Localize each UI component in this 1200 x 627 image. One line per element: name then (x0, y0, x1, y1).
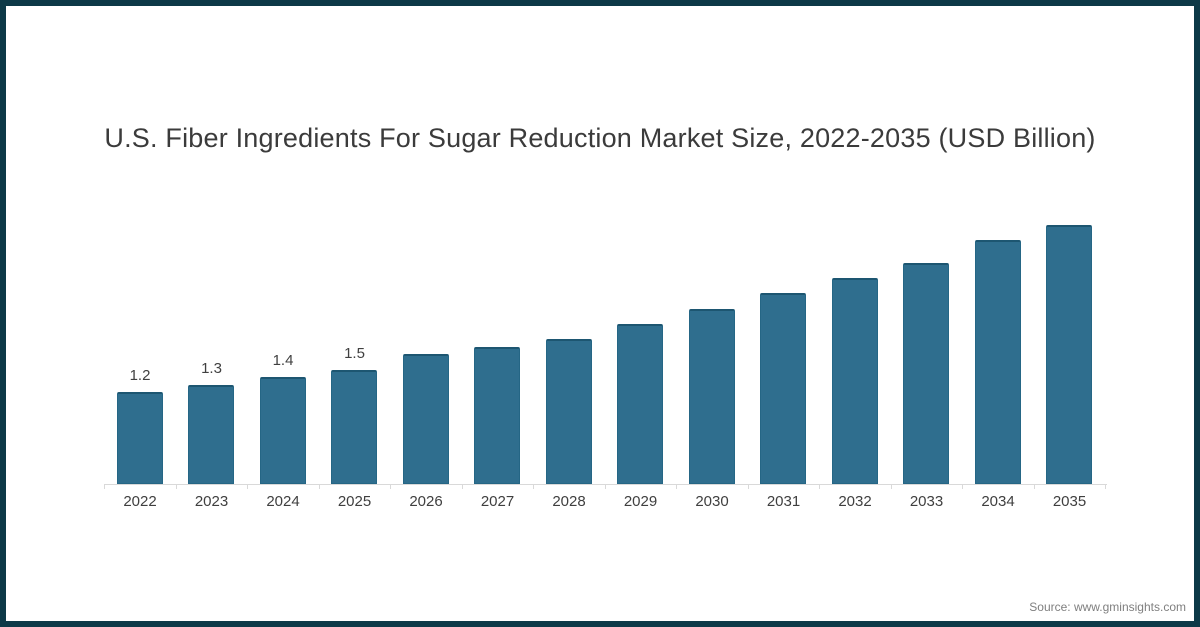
x-axis-tick (104, 484, 105, 489)
x-axis-line (104, 484, 1107, 485)
x-axis-tick (1105, 484, 1106, 489)
x-axis-label-2030: 2030 (695, 493, 729, 510)
value-label-2022: 1.2 (129, 367, 151, 384)
bar-2024[interactable] (259, 377, 306, 484)
bar-2022[interactable] (116, 392, 163, 484)
bar-2030[interactable] (688, 309, 735, 484)
x-axis-label-2026: 2026 (409, 493, 443, 510)
bar-2033[interactable] (903, 263, 950, 484)
bar-2034[interactable] (974, 240, 1021, 484)
x-axis-tick (175, 484, 177, 489)
bar-2031[interactable] (760, 293, 807, 484)
x-axis-label-2027: 2027 (480, 493, 515, 510)
plot-area: 1.2 1.3 1.4 1.5 (104, 156, 1106, 484)
x-axis-label-2028: 2028 (552, 493, 586, 510)
bar-2027[interactable] (474, 347, 521, 484)
x-axis-tick (247, 484, 248, 489)
value-label-2025: 1.5 (344, 345, 365, 362)
x-axis-label-2033: 2033 (909, 493, 944, 510)
bar-2035[interactable] (1046, 225, 1093, 484)
x-axis-label-2031: 2031 (766, 493, 801, 510)
x-axis-label-2022: 2022 (123, 493, 157, 510)
x-axis-tick (318, 484, 320, 489)
x-axis-tick (533, 484, 534, 489)
x-axis-tick (1033, 484, 1035, 489)
source-credit: Source: www.gminsights.com (1029, 600, 1186, 614)
x-axis-label-2029: 2029 (623, 493, 658, 510)
bar-2028[interactable] (545, 339, 592, 484)
x-axis-label-2034: 2034 (981, 493, 1015, 510)
x-axis-tick (461, 484, 463, 489)
x-axis-tick (962, 484, 963, 489)
x-axis-tick (604, 484, 606, 489)
x-axis-label-2035: 2035 (1052, 493, 1087, 510)
x-axis-label-2032: 2032 (838, 493, 872, 510)
value-label-2024: 1.4 (272, 352, 294, 369)
x-axis-tick (676, 484, 677, 489)
x-axis-tick (819, 484, 820, 489)
x-axis-tick (747, 484, 749, 489)
x-axis-label-2024: 2024 (266, 493, 300, 510)
bar-2032[interactable] (831, 278, 878, 484)
bar-2026[interactable] (402, 354, 449, 484)
value-label-2023: 1.3 (201, 360, 222, 377)
bar-2025[interactable] (331, 370, 378, 484)
x-axis-tick (890, 484, 892, 489)
bar-2023[interactable] (188, 385, 235, 484)
x-axis-tick (390, 484, 391, 489)
x-axis-label-2023: 2023 (194, 493, 229, 510)
x-axis-label-2025: 2025 (337, 493, 372, 510)
chart-title: U.S. Fiber Ingredients For Sugar Reducti… (104, 123, 1096, 153)
bar-2029[interactable] (617, 324, 664, 484)
